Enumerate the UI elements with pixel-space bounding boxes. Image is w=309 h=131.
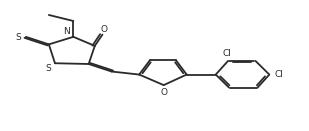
Text: S: S xyxy=(45,64,51,73)
Text: Cl: Cl xyxy=(222,49,231,58)
Text: S: S xyxy=(15,33,21,42)
Text: O: O xyxy=(160,88,167,97)
Text: Cl: Cl xyxy=(275,70,284,79)
Text: O: O xyxy=(100,25,108,34)
Text: N: N xyxy=(64,27,70,36)
